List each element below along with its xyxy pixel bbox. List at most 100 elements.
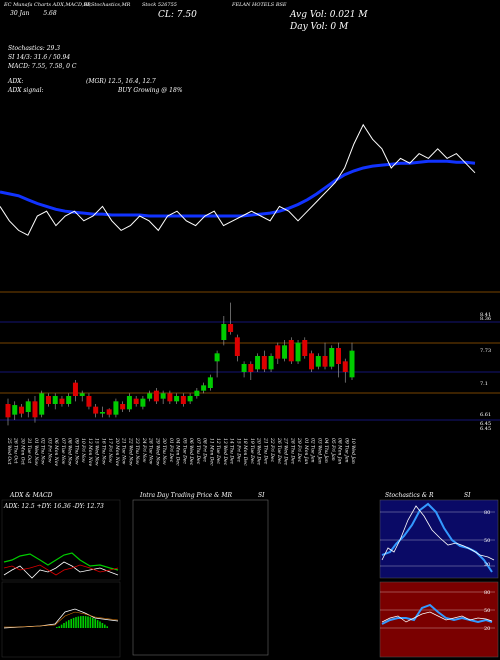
candle-29: [201, 382, 207, 394]
si-header: SI,Stochastics,MR: [84, 2, 131, 8]
macd-bar-6: [70, 618, 72, 628]
candle-15: [106, 408, 112, 418]
candle-22: [153, 388, 159, 404]
candle-41: [282, 340, 288, 362]
x-axis-date-38: 21 Thu Dec: [262, 437, 268, 465]
intraday-title: Intra Day Trading Price & MR: [140, 492, 233, 499]
candle-51: [349, 342, 355, 380]
macd-bar-19: [101, 623, 104, 628]
x-axis-date-19: 23 Thu Nov: [134, 437, 140, 465]
mgr-stat: (MGR) 12.5, 16.4, 12.7: [86, 78, 156, 85]
x-axis-date-28: 07 Thu Dec: [195, 438, 201, 465]
macd-bar-2: [60, 624, 63, 628]
candle-46: [315, 353, 321, 370]
candle-25: [174, 393, 180, 404]
macd-bar-1: [58, 626, 60, 628]
x-axis-date-9: 08 Wed Nov: [67, 438, 73, 466]
x-axis-date-34: 15 Fri Dec: [235, 438, 241, 463]
candle-2: [18, 404, 24, 418]
adx-values: ADX: 12.5 +DY: 16.36 -DY: 12.73: [3, 503, 104, 510]
adx-stat: ADX:: [8, 78, 24, 85]
macd-panel: [1, 581, 121, 658]
y-axis-label-4: 6.61: [480, 412, 491, 418]
candle-39: [268, 353, 274, 372]
macd-line: [3, 608, 119, 629]
candle-43: [295, 340, 301, 364]
svg-text:50: 50: [484, 538, 490, 544]
x-axis-date-31: 12 Tue Dec: [215, 438, 221, 464]
adx-green-line: [3, 552, 119, 571]
x-axis-date-51: 10 Wed Jan: [350, 438, 356, 464]
candle-28: [194, 388, 200, 399]
si-white-line: [381, 611, 493, 623]
x-axis-date-47: 04 Thu Jan: [323, 438, 329, 463]
x-axis-date-17: 21 Tue Nov: [121, 437, 127, 465]
candle-1: [12, 401, 18, 420]
macd-bar-18: [99, 621, 101, 628]
candle-18: [126, 393, 132, 412]
stoch-blue-line: [381, 502, 493, 573]
stock-header: Stock 526755: [142, 2, 177, 8]
moving-average-line: [0, 159, 476, 218]
x-axis-date-4: 01 Wed Nov: [33, 438, 39, 466]
x-axis-date-11: 10 Fri Nov: [80, 438, 86, 463]
candle-23: [160, 390, 166, 404]
x-axis-date-21: 28 Tue Nov: [148, 437, 154, 465]
x-axis-date-22: 29 Wed Nov: [154, 437, 160, 466]
si-stat: SI 14/3: 31.6 / 50.94: [8, 54, 71, 61]
macd-signal: [4, 611, 119, 628]
candle-4: [32, 396, 38, 423]
y-axis-label-3: 7.1: [480, 381, 488, 387]
candle-17: [120, 401, 126, 412]
macd-histogram: [56, 616, 108, 628]
candle-50: [342, 358, 348, 383]
x-axis-date-49: 08 Mon Jan: [337, 438, 343, 464]
adx-panel: [1, 499, 121, 581]
macd-bar-12: [84, 616, 87, 628]
macd-bar-15: [92, 617, 94, 628]
candle-5: [39, 390, 45, 418]
candle-37: [255, 353, 261, 372]
candle-13: [93, 404, 99, 418]
x-axis-date-39: 22 Fri Dec: [269, 437, 275, 463]
macd-bar-8: [75, 617, 77, 628]
macd-bar-10: [80, 616, 82, 628]
x-axis-date-45: 02 Tue Jan: [310, 438, 316, 463]
candle-35: [241, 361, 247, 378]
macd-bar-20: [104, 624, 106, 628]
candle-8: [59, 396, 65, 407]
candle-32: [221, 316, 227, 346]
candle-10: [72, 380, 78, 402]
x-axis-date-2: 30 Mon Oct: [19, 438, 25, 465]
x-axis-date-44: 01 Mon Jan: [303, 438, 309, 464]
x-axis-date-46: 03 Wed Jan: [316, 438, 322, 464]
x-axis-date-20: 24 Fri Nov: [141, 437, 147, 463]
candle-26: [180, 393, 186, 407]
x-axis-date-8: 07 Tue Nov: [60, 438, 66, 465]
svg-text:80: 80: [484, 510, 490, 516]
si-blue-line: [381, 603, 493, 625]
candle-48: [329, 345, 335, 370]
stoch-white-line: [381, 505, 495, 561]
candle-44: [302, 337, 308, 359]
macd-bar-11: [82, 616, 84, 628]
date-change: 30 Jan 5.68: [10, 10, 57, 17]
x-axis-date-27: 06 Wed Dec: [188, 438, 194, 466]
x-axis-date-37: 20 Wed Dec: [256, 437, 262, 466]
x-axis-date-41: 27 Wed Dec: [283, 437, 289, 466]
svg-text:50: 50: [484, 608, 490, 614]
macd-bar-14: [89, 617, 92, 628]
x-axis-date-35: 18 Mon Dec: [242, 438, 248, 466]
avg-vol: Avg Vol: 0.021 M: [290, 10, 368, 20]
candle-3: [25, 398, 31, 418]
macd-bar-13: [87, 616, 89, 628]
si-mid-title: SI: [258, 492, 265, 499]
day-vol: Day Vol: 0 M: [290, 22, 349, 32]
candle-9: [66, 393, 72, 407]
y-axis-label-2: 7.73: [480, 348, 491, 354]
macd-bar-21: [106, 626, 108, 628]
x-axis-date-26: 05 Tue Dec: [181, 438, 187, 464]
x-axis-date-14: 16 Thu Nov: [100, 438, 106, 465]
x-axis-date-43: 29 Fri Dec: [296, 437, 302, 463]
stochastics-panel: [379, 499, 499, 579]
